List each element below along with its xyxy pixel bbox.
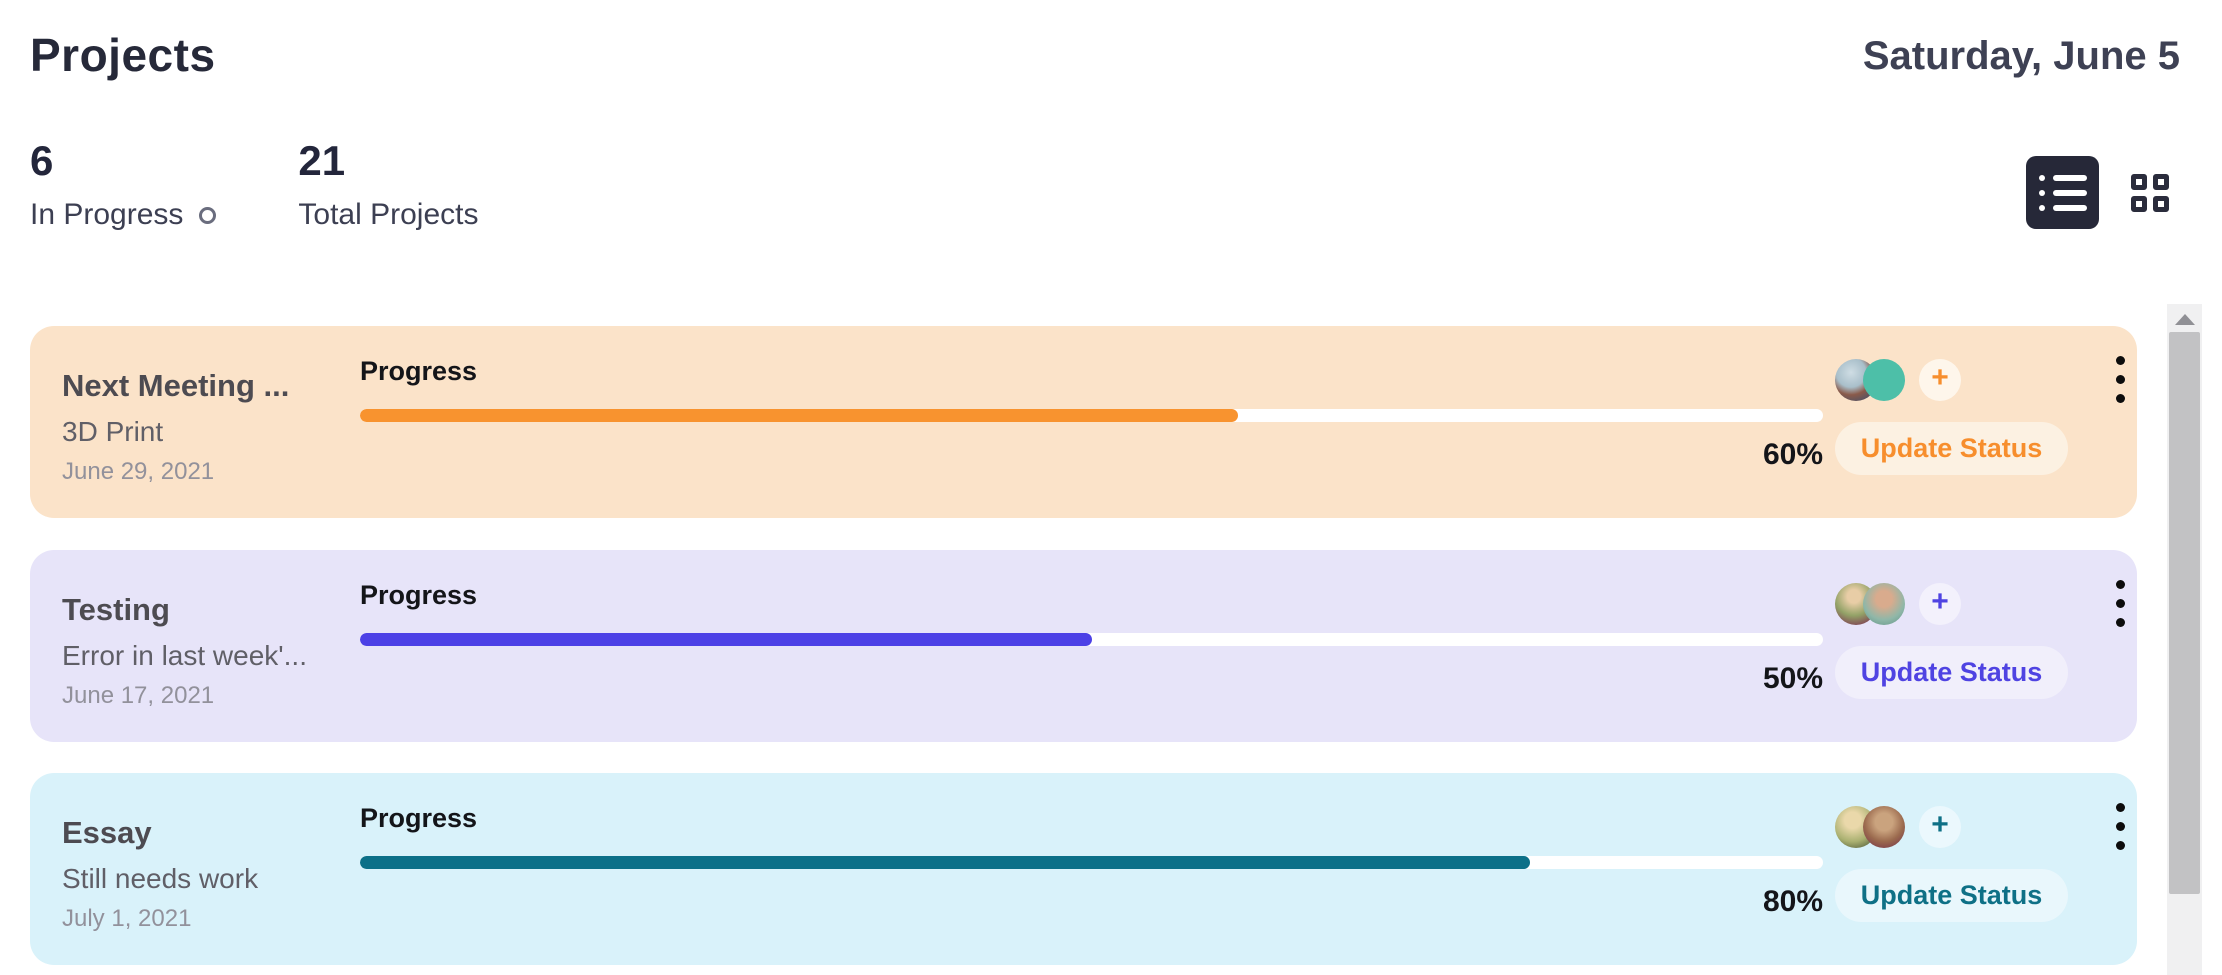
progress-bar-fill xyxy=(360,409,1238,422)
project-title: Next Meeting ... xyxy=(62,368,290,403)
more-options-button[interactable] xyxy=(2110,354,2131,405)
scrollbar-thumb[interactable] xyxy=(2169,332,2200,894)
stat-in-progress-label: In Progress xyxy=(30,198,184,232)
avatar-group xyxy=(1835,805,1905,848)
progress-label: Progress xyxy=(360,803,478,833)
progress-bar xyxy=(360,409,1823,422)
project-card: Testing Error in last week'... June 17, … xyxy=(30,550,2137,742)
stat-total-projects: 21 Total Projects xyxy=(298,137,479,232)
list-view-button[interactable] xyxy=(2026,156,2099,229)
progress-percent: 50% xyxy=(1762,662,1823,695)
progress-bar-fill xyxy=(360,856,1531,869)
member-avatar xyxy=(1863,358,1905,401)
header-date: Saturday, June 5 xyxy=(1862,34,2180,78)
scrollbar[interactable] xyxy=(2167,304,2202,975)
page-title: Projects xyxy=(30,29,216,81)
progress-percent: 80% xyxy=(1762,885,1823,918)
progress-bar xyxy=(360,856,1823,869)
stat-in-progress: 6 In Progress xyxy=(30,137,217,232)
member-avatar xyxy=(1863,805,1905,848)
stat-in-progress-value: 6 xyxy=(30,137,54,184)
progress-percent: 60% xyxy=(1762,438,1823,471)
update-status-button[interactable]: Update Status xyxy=(1835,422,2068,475)
stat-total-value: 21 xyxy=(298,137,346,184)
project-subtitle: Still needs work xyxy=(62,863,259,894)
update-status-button[interactable]: Update Status xyxy=(1835,646,2068,699)
project-date: June 29, 2021 xyxy=(62,458,215,485)
progress-bar-fill xyxy=(360,633,1092,646)
project-card: Essay Still needs work July 1, 2021 Prog… xyxy=(30,773,2137,965)
project-title: Essay xyxy=(62,815,152,850)
member-avatar xyxy=(1863,582,1905,625)
project-subtitle: 3D Print xyxy=(62,416,164,447)
progress-bar xyxy=(360,633,1823,646)
list-view-icon xyxy=(2038,174,2087,181)
project-date: June 17, 2021 xyxy=(62,682,215,709)
update-status-button[interactable]: Update Status xyxy=(1835,869,2068,922)
project-card: Next Meeting ... 3D Print June 29, 2021 … xyxy=(30,326,2137,518)
add-member-button[interactable]: + xyxy=(1919,805,1961,848)
project-title: Testing xyxy=(62,592,170,627)
add-member-button[interactable]: + xyxy=(1919,358,1961,401)
grid-view-icon xyxy=(2131,174,2147,190)
more-options-button[interactable] xyxy=(2110,801,2131,852)
avatar-group xyxy=(1835,358,1905,401)
project-date: July 1, 2021 xyxy=(62,905,192,932)
progress-label: Progress xyxy=(360,580,478,610)
project-subtitle: Error in last week'... xyxy=(62,640,307,671)
grid-view-button[interactable] xyxy=(2131,174,2169,212)
add-member-button[interactable]: + xyxy=(1919,582,1961,625)
progress-label: Progress xyxy=(360,356,478,386)
scroll-up-arrow-icon[interactable] xyxy=(2174,314,2195,325)
more-options-button[interactable] xyxy=(2110,578,2131,629)
stats-row: 6 In Progress 21 Total Projects xyxy=(30,137,479,232)
status-ring-icon xyxy=(199,206,217,224)
avatar-group xyxy=(1835,582,1905,625)
stat-total-label: Total Projects xyxy=(298,198,479,232)
